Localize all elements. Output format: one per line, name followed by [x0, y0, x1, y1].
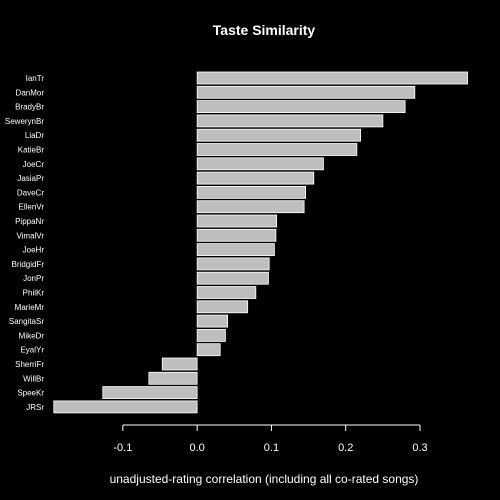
category-label-JasiaPr: JasiaPr: [17, 174, 44, 183]
category-label-DanMor: DanMor: [16, 88, 45, 97]
category-label-BridgidFr: BridgidFr: [12, 260, 45, 269]
category-label-JRSr: JRSr: [26, 403, 44, 412]
bar-SangitaSr: [196, 314, 228, 328]
bar-SherriFr: [161, 357, 198, 371]
bar-WillBr: [148, 371, 198, 385]
bar-MarieMr: [196, 300, 249, 314]
bar-SewerynBr: [196, 114, 384, 128]
bar-DaveCr: [196, 185, 306, 199]
x-tick-label: 0.1: [264, 442, 279, 454]
bar-EllenVr: [196, 200, 305, 214]
bar-BridgidFr: [196, 257, 270, 271]
bar-PhilKr: [196, 286, 257, 299]
bar-KatieBr: [196, 143, 358, 156]
x-tick-label: -0.1: [113, 442, 132, 454]
category-label-IanTr: IanTr: [26, 74, 45, 83]
bar-MikeDr: [196, 328, 226, 342]
category-label-DaveCr: DaveCr: [17, 188, 44, 197]
category-label-MikeDr: MikeDr: [19, 331, 45, 340]
category-label-JonPr: JonPr: [23, 274, 44, 283]
category-label-JoeHr: JoeHr: [23, 246, 45, 255]
bar-JRSr: [53, 400, 198, 414]
x-tick-label: 0.2: [338, 442, 353, 454]
bar-JasiaPr: [196, 171, 315, 185]
category-label-MarieMr: MarieMr: [15, 303, 45, 312]
category-label-SherriFr: SherriFr: [15, 360, 44, 369]
bar-VimalVr: [196, 228, 277, 242]
category-labels-group: IanTr DanMor BradyBr SewerynBr LiaDr KatieBr J…: [5, 74, 44, 412]
bars-group: [53, 71, 468, 414]
category-label-EllenVr: EllenVr: [19, 203, 45, 212]
category-label-SpeeKr: SpeeKr: [17, 389, 44, 398]
bar-JoeCr: [196, 157, 324, 171]
category-label-WillBr: WillBr: [23, 374, 44, 383]
bar-DanMor: [196, 85, 416, 99]
bar-PippaNr: [196, 214, 278, 228]
x-axis-label: unadjusted-rating correlation (including…: [110, 472, 419, 486]
category-label-KatieBr: KatieBr: [18, 146, 45, 155]
x-axis: -0.1 0.0 0.1 0.2 0.3: [113, 424, 428, 454]
bar-EyalYr: [196, 343, 221, 357]
x-tick-label: 0.3: [412, 442, 427, 454]
category-label-VimalVr: VimalVr: [16, 231, 44, 240]
bar-BradyBr: [196, 100, 406, 113]
x-tick-label: 0.0: [189, 442, 204, 454]
bar-JoeHr: [196, 243, 275, 257]
category-label-SewerynBr: SewerynBr: [5, 117, 44, 126]
bar-LiaDr: [196, 128, 361, 142]
bar-IanTr: [196, 71, 468, 85]
category-label-BradyBr: BradyBr: [15, 103, 44, 112]
category-label-LiaDr: LiaDr: [25, 131, 44, 140]
bar-JonPr: [196, 271, 269, 285]
category-label-PhilKr: PhilKr: [23, 289, 45, 298]
chart-title: Taste Similarity: [213, 22, 316, 38]
category-label-EyalYr: EyalYr: [20, 346, 44, 355]
category-label-JoeCr: JoeCr: [23, 160, 45, 169]
category-label-SangitaSr: SangitaSr: [9, 317, 44, 326]
category-label-PippaNr: PippaNr: [15, 217, 44, 226]
bar-SpeeKr: [102, 386, 198, 400]
